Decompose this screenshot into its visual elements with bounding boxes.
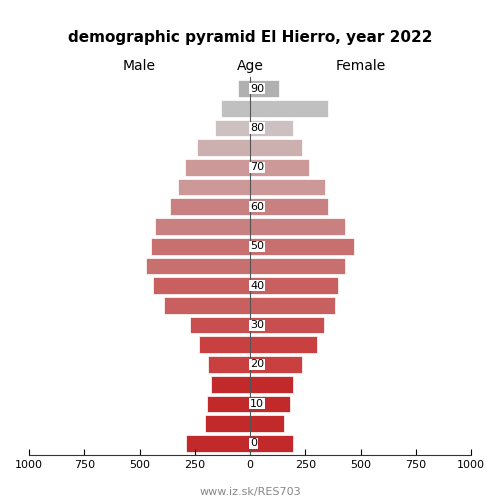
Bar (153, 278, 250, 294)
Bar (250, 336, 318, 353)
Bar (212, 376, 250, 392)
Bar (250, 278, 338, 294)
Text: 30: 30 (250, 320, 264, 330)
Bar (199, 336, 250, 353)
Bar (185, 159, 250, 176)
Bar (250, 80, 278, 97)
Bar (207, 396, 250, 412)
Bar (208, 356, 250, 373)
Bar (250, 297, 335, 314)
Bar (250, 140, 302, 156)
Text: www.iz.sk/RES703: www.iz.sk/RES703 (199, 487, 301, 497)
Bar (204, 415, 250, 432)
Text: Age: Age (236, 59, 264, 73)
Bar (164, 297, 250, 314)
Bar (190, 316, 250, 334)
Text: 80: 80 (250, 123, 264, 133)
Bar (150, 238, 250, 254)
Bar (250, 100, 328, 116)
Text: Female: Female (336, 59, 386, 73)
Bar (250, 238, 354, 254)
Text: 70: 70 (250, 162, 264, 172)
Bar (250, 415, 284, 432)
Bar (214, 120, 250, 136)
Bar (250, 159, 308, 176)
Text: 10: 10 (250, 399, 264, 409)
Bar (250, 178, 325, 196)
Title: demographic pyramid El Hierro, year 2022: demographic pyramid El Hierro, year 2022 (68, 30, 432, 45)
Bar (146, 258, 250, 274)
Bar (250, 198, 328, 215)
Bar (178, 178, 250, 196)
Bar (250, 435, 293, 452)
Text: 0: 0 (250, 438, 257, 448)
Bar (222, 100, 250, 116)
Text: Male: Male (123, 59, 156, 73)
Bar (250, 376, 293, 392)
Text: 50: 50 (250, 241, 264, 251)
Text: 60: 60 (250, 202, 264, 212)
Bar (250, 258, 345, 274)
Text: 90: 90 (250, 84, 264, 94)
Bar (250, 218, 345, 235)
Bar (197, 140, 250, 156)
Bar (250, 356, 302, 373)
Bar (186, 435, 250, 452)
Bar (250, 316, 324, 334)
Text: 40: 40 (250, 280, 264, 290)
Text: 20: 20 (250, 360, 264, 370)
Bar (155, 218, 250, 235)
Bar (238, 80, 250, 97)
Bar (170, 198, 250, 215)
Bar (250, 120, 293, 136)
Bar (250, 396, 290, 412)
